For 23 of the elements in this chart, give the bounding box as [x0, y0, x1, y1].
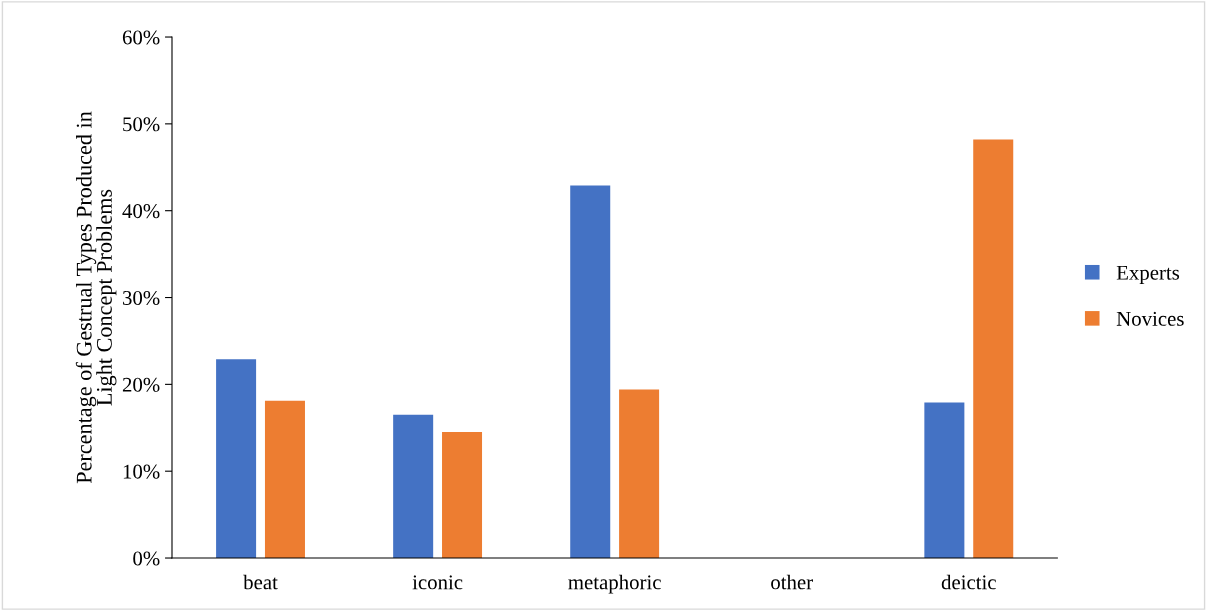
y-tick-label: 50% — [123, 117, 160, 132]
bar — [973, 139, 1014, 559]
x-tick-label: deictic — [941, 574, 996, 590]
y-tick-label: 0% — [133, 551, 160, 566]
y-tick-label: 40% — [122, 204, 160, 219]
bar — [442, 432, 483, 559]
x-tick-label: other — [771, 574, 813, 590]
bar — [216, 359, 257, 559]
y-tick-label: 10% — [123, 464, 160, 479]
legend-label: Novices — [1116, 311, 1184, 326]
bar — [264, 400, 305, 559]
y-tick-label: 30% — [123, 290, 160, 306]
x-tick-label: iconic — [412, 575, 463, 590]
y-tick-label: 20% — [122, 377, 160, 392]
y-tick-label: 60% — [122, 30, 160, 45]
legend-label: Experts — [1116, 265, 1180, 284]
bar — [570, 185, 611, 559]
bar — [924, 402, 965, 559]
bar — [393, 414, 434, 559]
x-tick-label: metaphoric — [568, 574, 661, 594]
bar — [619, 389, 660, 559]
y-axis-title: Percentage of Gestrual Types Produced in Light Concept Problems — [75, 111, 117, 484]
x-tick-label: beat — [243, 574, 278, 590]
